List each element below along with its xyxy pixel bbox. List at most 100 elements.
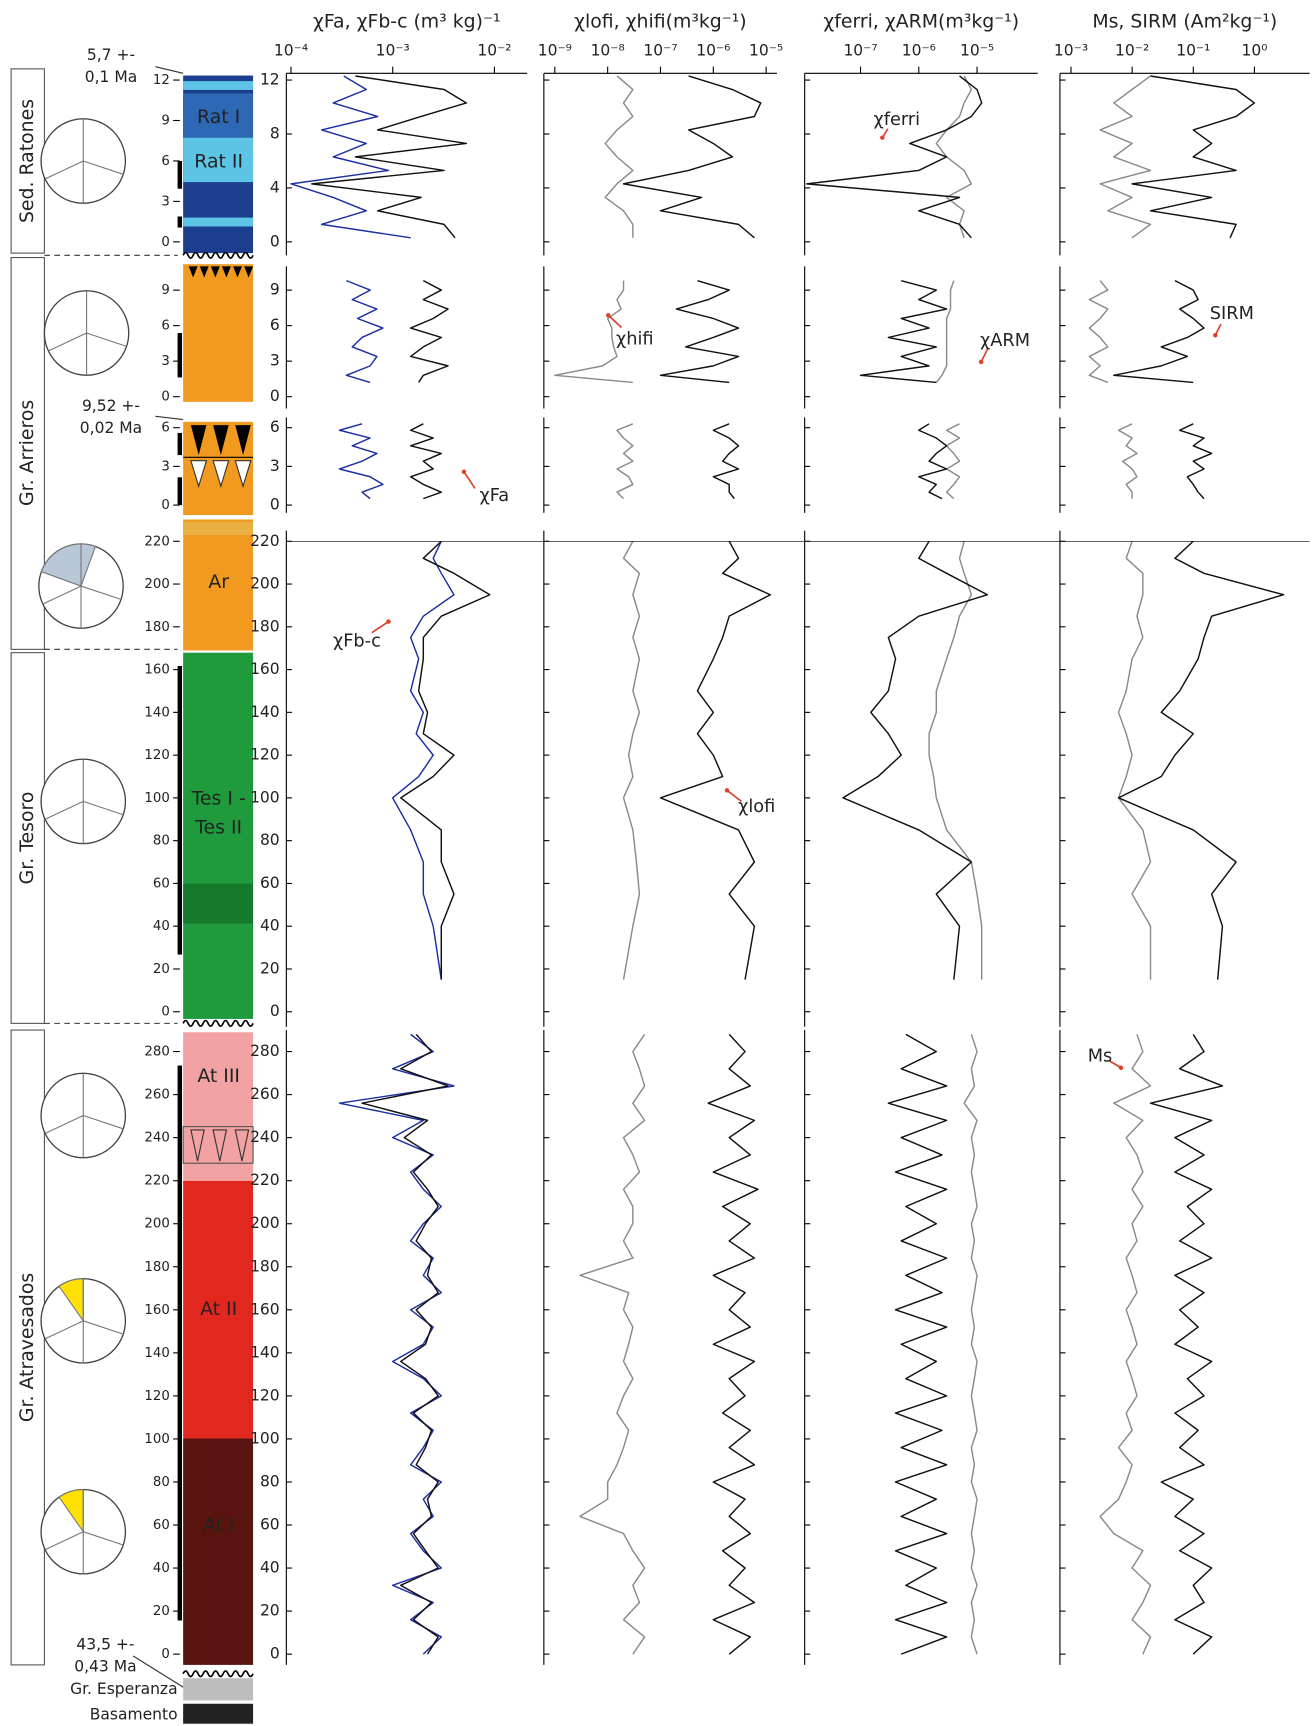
unit-block xyxy=(183,883,254,924)
annotation: Ms xyxy=(1088,1047,1113,1067)
series-line xyxy=(935,280,955,383)
y-tick-label: 0 xyxy=(270,496,280,514)
triangle xyxy=(213,425,229,456)
annotation-arrowhead xyxy=(1118,1065,1124,1070)
y-tick-label: 4 xyxy=(270,178,280,196)
column-title: Ms, SIRM (Am²kg⁻¹) xyxy=(1092,11,1277,33)
series-line xyxy=(935,75,973,239)
x-tick-label: 10⁻⁹ xyxy=(538,42,572,60)
y-tick-label: 280 xyxy=(250,1042,280,1060)
pie-line xyxy=(86,332,127,347)
y-tick-label: 200 xyxy=(250,1214,280,1232)
y-tick-label: 12 xyxy=(260,71,280,89)
pie-line xyxy=(80,585,122,600)
y-tick-label: 120 xyxy=(250,746,280,764)
unit-block xyxy=(183,217,254,227)
strat-tick-label: 100 xyxy=(144,791,169,806)
pie-line xyxy=(83,1320,124,1335)
pie-line xyxy=(45,160,84,180)
annotation-arrow xyxy=(980,348,989,363)
x-tick-label: 10⁻⁷ xyxy=(643,42,677,60)
strat-tick-label: 60 xyxy=(153,1518,170,1533)
series-line xyxy=(622,540,641,980)
column-title: χlofi, χhifi(m³kg⁻¹) xyxy=(574,11,747,33)
squiggle xyxy=(182,1670,254,1678)
series-line xyxy=(554,280,633,384)
pie-line xyxy=(45,1531,84,1550)
bar-mark xyxy=(177,333,183,378)
base-unit-label: Basamento xyxy=(90,1705,178,1723)
age-label: 0,43 Ma xyxy=(74,1658,136,1676)
group-label: Gr. Tesoro xyxy=(16,792,38,885)
annotation-arrowhead xyxy=(606,313,611,318)
unit-label: At I xyxy=(203,1515,235,1537)
y-tick-label: 6 xyxy=(270,316,280,334)
unit-label: At II xyxy=(200,1298,237,1320)
pie-line xyxy=(83,1114,124,1130)
triangle xyxy=(190,425,207,456)
series-line xyxy=(806,75,983,239)
strat-tick-label: 100 xyxy=(144,1432,169,1447)
strat-tick-label: 6 xyxy=(161,421,169,436)
pie-line xyxy=(45,1320,84,1340)
strat-tick-label: 12 xyxy=(153,73,170,88)
squiggle xyxy=(182,1019,254,1027)
annotation-arrowhead xyxy=(880,135,885,140)
bar-mark xyxy=(177,432,183,456)
y-tick-label: 80 xyxy=(260,1472,280,1490)
strat-tick-label: 0 xyxy=(161,235,169,250)
group-box xyxy=(10,257,45,650)
strat-tick-label: 60 xyxy=(153,876,170,891)
series-line xyxy=(1099,1034,1152,1655)
bar-mark xyxy=(177,1065,183,1621)
triangle xyxy=(212,1129,228,1162)
age-label: 5,7 +- xyxy=(87,46,135,64)
series-line xyxy=(338,1033,455,1655)
y-tick-label: 240 xyxy=(250,1128,280,1146)
annotation: χFa xyxy=(479,486,509,506)
pie-wedge xyxy=(40,543,97,587)
pie-line xyxy=(45,800,84,820)
strat-tick-label: 140 xyxy=(144,1346,169,1361)
x-tick-label: 10⁻⁵ xyxy=(749,42,783,60)
series-line xyxy=(1117,541,1152,980)
triangle xyxy=(234,1129,250,1162)
unit-block xyxy=(183,521,254,536)
y-tick-label: 100 xyxy=(250,1429,280,1447)
triangle xyxy=(233,266,242,278)
strat-tick-label: 180 xyxy=(144,620,169,635)
x-tick-label: 10⁻⁶ xyxy=(696,42,730,60)
age-label: 9,52 +- xyxy=(82,397,140,415)
unit-block xyxy=(183,93,254,138)
strat-tick-label: 220 xyxy=(144,534,169,549)
unit-block xyxy=(183,652,254,1019)
series-line xyxy=(579,1033,646,1655)
strat-tick-label: 3 xyxy=(161,194,169,209)
strat-tick-label: 240 xyxy=(144,1131,169,1146)
annotation-arrowhead xyxy=(724,788,730,793)
triangle xyxy=(188,266,198,278)
series-line xyxy=(616,423,634,500)
strat-tick-label: 260 xyxy=(144,1088,169,1103)
unit-label: Tes II xyxy=(194,817,242,839)
strat-tick-label: 140 xyxy=(144,705,169,720)
annotation: χhifi xyxy=(616,330,654,350)
column-title: χFa, χFb-c (m³ kg)⁻¹ xyxy=(313,11,501,33)
triangle xyxy=(244,266,254,278)
bar-mark xyxy=(177,216,183,228)
column-title: χferri, χARM(m³kg⁻¹) xyxy=(823,11,1019,33)
strat-tick-label: 0 xyxy=(161,390,169,405)
strat-tick-label: 0 xyxy=(161,498,169,513)
group-box xyxy=(10,652,45,1024)
y-tick-label: 40 xyxy=(260,1559,280,1577)
strat-tick-label: 200 xyxy=(144,1217,169,1232)
unit-block xyxy=(183,264,254,402)
y-tick-label: 9 xyxy=(270,281,280,299)
unit-label: Ar xyxy=(208,571,229,593)
series-line xyxy=(859,279,948,384)
unit-block xyxy=(183,81,254,90)
strat-tick-label: 6 xyxy=(161,319,169,334)
y-tick-label: 140 xyxy=(250,703,280,721)
y-tick-label: 160 xyxy=(250,1300,280,1318)
y-tick-label: 60 xyxy=(260,1516,280,1534)
